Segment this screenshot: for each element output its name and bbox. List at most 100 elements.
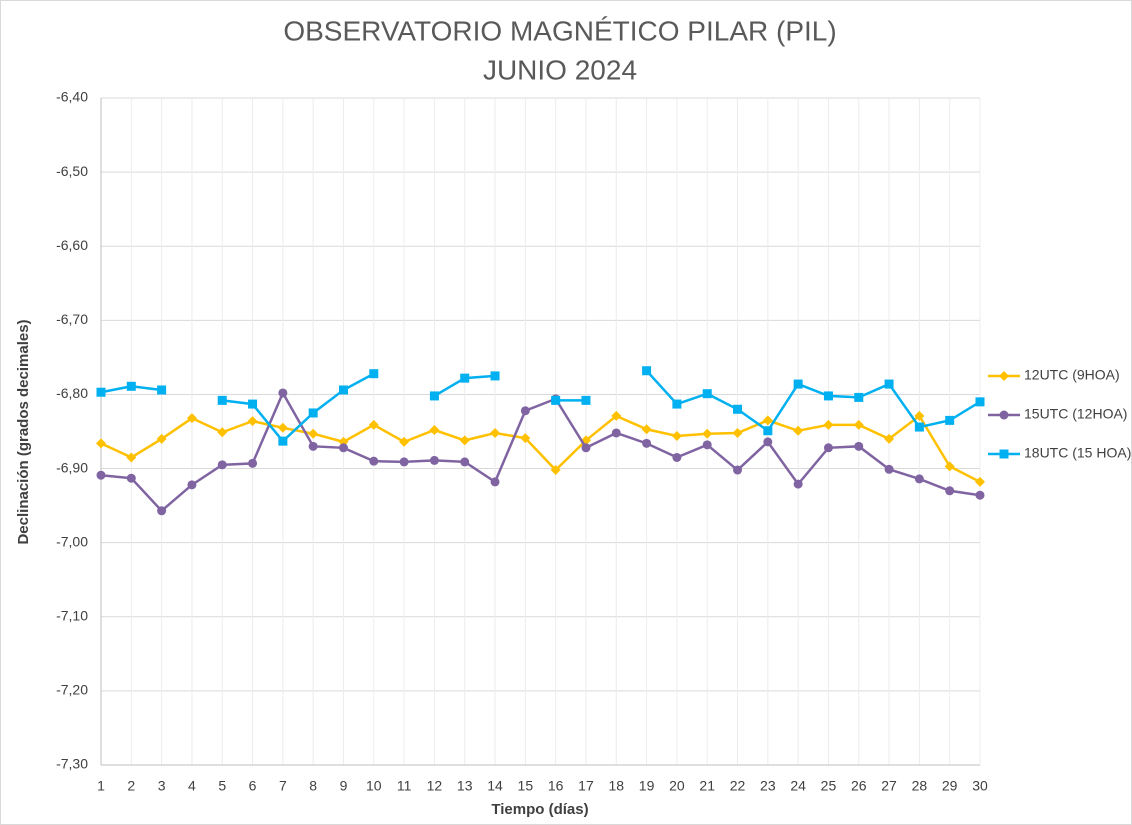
data-point <box>702 440 712 450</box>
x-tick-label: 19 <box>639 778 655 794</box>
x-tick-label: 14 <box>487 778 503 794</box>
x-tick-label: 17 <box>578 778 594 794</box>
data-point <box>248 399 258 409</box>
data-point <box>611 428 621 438</box>
data-point <box>217 460 227 470</box>
data-point <box>732 427 743 438</box>
x-tick-label: 28 <box>912 778 928 794</box>
y-tick-label: -6,50 <box>56 163 88 179</box>
data-point <box>944 461 955 472</box>
x-tick-label: 25 <box>821 778 837 794</box>
data-point <box>308 408 318 418</box>
x-tick-label: 7 <box>279 778 287 794</box>
data-point <box>490 371 500 381</box>
x-tick-label: 1 <box>97 778 105 794</box>
data-point <box>551 395 561 405</box>
data-point <box>702 389 712 399</box>
data-point <box>186 413 197 424</box>
x-tick-label: 6 <box>249 778 257 794</box>
x-tick-label: 5 <box>218 778 226 794</box>
x-tick-label: 24 <box>790 778 806 794</box>
legend-label: 15UTC (12HOA) <box>1024 406 1127 422</box>
x-tick-label: 2 <box>127 778 135 794</box>
y-tick-label: -7,00 <box>56 533 88 549</box>
data-point <box>762 415 773 426</box>
x-tick-label: 22 <box>730 778 746 794</box>
data-point <box>157 506 167 516</box>
data-point <box>945 415 955 425</box>
data-point <box>247 416 258 427</box>
legend-label: 18UTC (15 HOA) <box>1024 445 1131 461</box>
data-point <box>369 456 379 466</box>
y-tick-label: -7,10 <box>56 607 88 623</box>
y-tick-label: -6,80 <box>56 385 88 401</box>
x-tick-label: 8 <box>309 778 317 794</box>
data-point <box>399 457 409 467</box>
chart-subtitle: JUNIO 2024 <box>483 54 637 85</box>
data-point <box>156 433 167 444</box>
data-point <box>520 406 530 416</box>
data-point <box>126 452 137 463</box>
data-point <box>823 419 834 430</box>
data-point <box>96 470 106 480</box>
chart-title: OBSERVATORIO MAGNÉTICO PILAR (PIL) <box>283 15 836 46</box>
y-axis-title: Declinación (grados decimales) <box>15 319 32 544</box>
x-axis-title: Tiempo (días) <box>491 801 588 818</box>
data-point <box>277 422 288 433</box>
data-point <box>672 399 682 409</box>
data-point <box>672 452 682 462</box>
legend-marker <box>999 371 1009 381</box>
data-point <box>157 385 167 395</box>
data-point <box>945 486 955 496</box>
data-point <box>641 424 652 435</box>
data-point <box>642 438 652 448</box>
data-point <box>460 457 470 467</box>
series-line <box>100 390 981 513</box>
data-point <box>793 425 804 436</box>
data-point <box>369 369 379 379</box>
data-point <box>187 480 197 490</box>
data-point <box>914 474 924 484</box>
x-tick-label: 12 <box>427 778 443 794</box>
y-tick-label: -6,70 <box>56 311 88 327</box>
y-tick-label: -6,40 <box>56 89 88 105</box>
y-tick-label: -6,60 <box>56 237 88 253</box>
x-tick-label: 3 <box>158 778 166 794</box>
data-point <box>671 430 682 441</box>
x-tick-label: 13 <box>457 778 473 794</box>
data-point <box>853 419 864 430</box>
x-tick-label: 29 <box>942 778 958 794</box>
x-tick-label: 27 <box>881 778 897 794</box>
data-point <box>460 373 470 383</box>
x-tick-label: 30 <box>972 778 988 794</box>
data-point <box>611 410 622 421</box>
data-point <box>884 379 894 389</box>
x-tick-label: 4 <box>188 778 196 794</box>
data-point <box>854 392 864 402</box>
x-tick-label: 20 <box>669 778 685 794</box>
data-point <box>308 428 319 439</box>
x-tick-label: 9 <box>340 778 348 794</box>
data-point <box>581 395 591 405</box>
y-tick-label: -7,30 <box>56 756 88 772</box>
legend-marker <box>999 410 1009 420</box>
data-point <box>217 395 227 405</box>
data-point <box>278 436 288 446</box>
data-point <box>490 427 501 438</box>
data-point <box>914 422 924 432</box>
data-point <box>975 476 985 487</box>
data-point <box>884 433 895 444</box>
data-point <box>854 441 864 451</box>
data-point <box>823 391 833 401</box>
data-point <box>550 465 561 476</box>
data-point <box>733 404 743 414</box>
data-point <box>126 381 136 391</box>
y-tick-label: -6,90 <box>56 459 88 475</box>
data-point <box>278 388 288 398</box>
data-point <box>914 410 925 421</box>
data-point <box>429 455 439 465</box>
x-tick-label: 10 <box>366 778 382 794</box>
x-tick-label: 18 <box>608 778 624 794</box>
data-point <box>248 458 258 468</box>
data-point <box>459 435 470 446</box>
